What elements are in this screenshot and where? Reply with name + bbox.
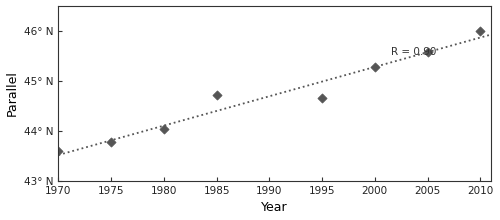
- Y-axis label: Parallel: Parallel: [6, 70, 18, 116]
- Point: [476, 29, 484, 32]
- Point: [424, 50, 432, 53]
- Point: [54, 149, 62, 153]
- Point: [371, 65, 379, 68]
- X-axis label: Year: Year: [262, 202, 288, 214]
- Point: [107, 140, 115, 144]
- Point: [160, 128, 168, 131]
- Text: R = 0.90: R = 0.90: [390, 47, 436, 57]
- Point: [212, 93, 220, 97]
- Point: [318, 97, 326, 100]
